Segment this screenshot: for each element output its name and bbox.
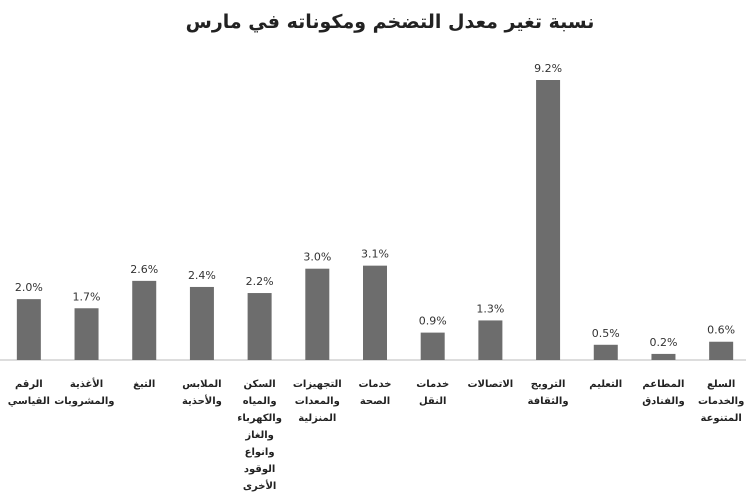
value-label: 2.2% (246, 275, 274, 288)
category-label: الترويج والثقافة (527, 379, 569, 407)
value-label: 0.2% (649, 336, 677, 349)
bar (16, 299, 41, 360)
value-label: 1.3% (476, 302, 504, 315)
bar (363, 265, 387, 360)
chart-title: نسبة تغير معدل التضخم ومكوناته في مارس (186, 11, 595, 33)
category-label: الرقم القياسي (7, 379, 50, 407)
value-label: 3.0% (303, 251, 331, 264)
category-label: التبغ (133, 379, 156, 390)
value-label: 0.6% (707, 324, 735, 337)
category-label: السلع والخدمات المتنوعة (697, 379, 745, 424)
page: نسبة تغير معدل التضخم ومكوناته في مارس 2… (0, 11, 746, 492)
bar (478, 320, 503, 360)
category-label: التعليم (589, 379, 623, 390)
bar (305, 268, 330, 360)
bar (74, 308, 99, 360)
value-label: 0.5% (592, 327, 620, 340)
bar (247, 293, 272, 360)
value-label: 2.4% (188, 269, 216, 282)
category-label: الملابس والأحذية (181, 379, 222, 407)
value-label: 9.2% (534, 62, 562, 75)
bar (536, 80, 561, 360)
category-label: التجهيزات والمعدات المنزلية (292, 379, 342, 424)
category-label: المطاعم والفنادق (642, 379, 685, 407)
bar (420, 332, 445, 360)
bar (593, 344, 618, 360)
chart: نسبة تغير معدل التضخم ومكوناته في مارس 2… (0, 11, 746, 361)
value-label: 2.0% (15, 281, 43, 294)
category-label: الاتصالات (467, 379, 514, 390)
value-label: 3.1% (361, 248, 389, 261)
bar (709, 341, 734, 360)
category-label: خدمات النقل (416, 379, 450, 407)
value-label: 1.7% (73, 290, 101, 303)
category-label: الأغذية والمشروبات (54, 379, 115, 407)
category-label: السكن والمياه والكهرباء والغاز وانواع ال… (237, 379, 282, 492)
bar (651, 353, 676, 360)
category-label: خدمات الصحة (358, 379, 392, 407)
bar (132, 280, 157, 360)
bar (189, 286, 214, 360)
value-label: 0.9% (419, 315, 447, 328)
value-label: 2.6% (130, 263, 158, 276)
